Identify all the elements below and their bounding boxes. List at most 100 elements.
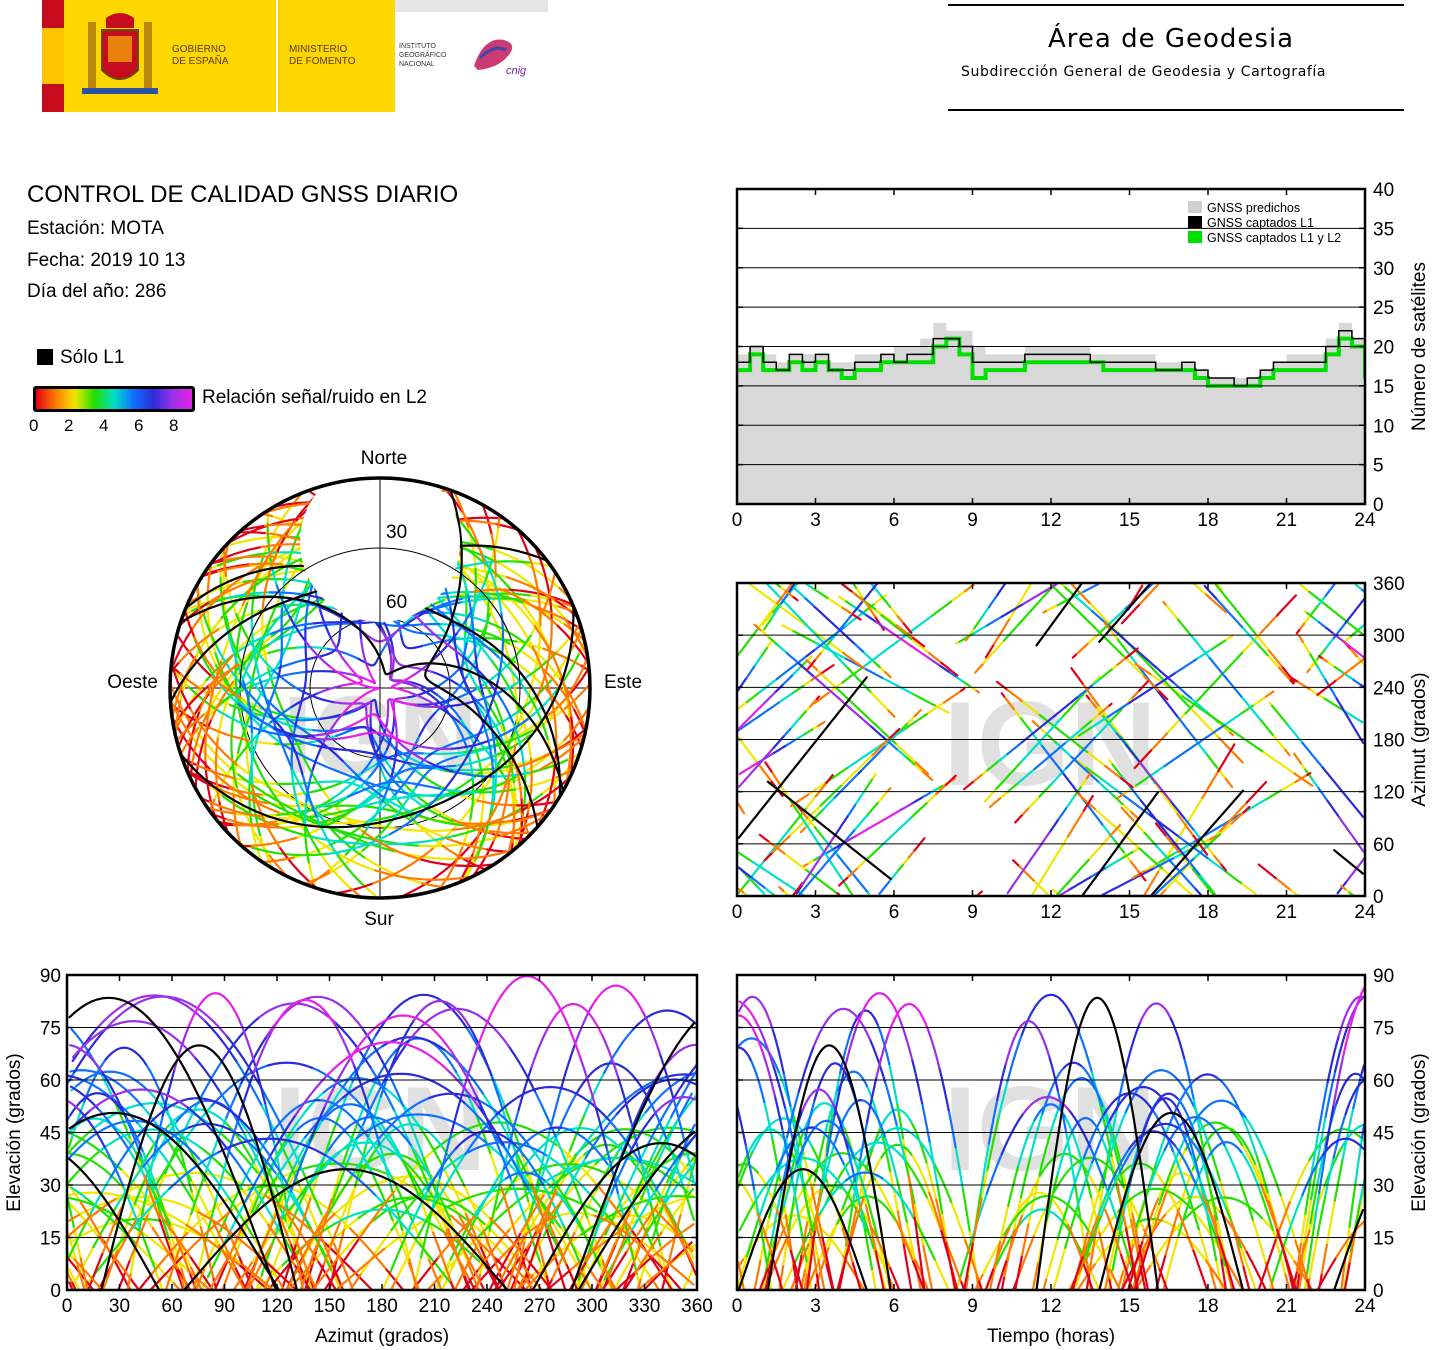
azimuth-vs-time-xtick-label: 15 [1119, 902, 1140, 923]
date-label: Fecha: 2019 10 13 [27, 250, 186, 271]
elaz-track-000 [68, 996, 697, 1290]
elevation-vs-azimuth-xtick-label: 180 [366, 1296, 398, 1317]
header-rule-top [948, 4, 1404, 6]
elevation-vs-time-xtick-label: 0 [732, 1296, 743, 1317]
elevation-vs-time-xtick-label: 18 [1197, 1296, 1218, 1317]
ministerio-logo-panel [278, 0, 395, 112]
elevation-vs-time-ylabel: Elevación (grados) [1409, 1053, 1430, 1211]
skyplot-label-south: Sur [364, 909, 394, 930]
snr-tick-4: 4 [99, 416, 109, 435]
azimuth-vs-time-xtick-label: 3 [810, 902, 821, 923]
count-legend-label: GNSS captados L1 y L2 [1207, 231, 1341, 245]
count-legend-swatch [1188, 216, 1202, 228]
snr-tick-2: 2 [64, 416, 74, 435]
ministerio-logo-text: MINISTERIO DE FOMENTO [289, 44, 356, 67]
elevation-vs-azimuth-ytick-label: 45 [40, 1124, 61, 1145]
elevation-vs-azimuth-ytick-label: 15 [40, 1229, 61, 1250]
snr-label: Relación señal/ruido en L2 [202, 387, 427, 408]
skyplot-track-f2e600 [170, 478, 586, 898]
azimuth-vs-time-ytick-label: 60 [1373, 835, 1394, 856]
elt-track-00e0c8 [748, 1062, 1365, 1242]
azimuth-vs-time-ytick-label: 120 [1373, 783, 1405, 804]
satellite-count-xtick-label: 0 [732, 510, 743, 531]
area-title: Área de Geodesia [1048, 24, 1295, 54]
elt-track-f2e600 [737, 1136, 1365, 1290]
skyplot-track-e620e6 [328, 663, 416, 747]
elevation-vs-time-ytick-label: 0 [1373, 1281, 1384, 1302]
elevation-vs-azimuth-xtick-label: 30 [109, 1296, 130, 1317]
azimuth-vs-time-xtick-label: 0 [732, 902, 743, 923]
azimuth-vs-time-xtick-label: 21 [1276, 902, 1297, 923]
elt-track-e0001a [758, 1216, 1351, 1290]
elevation-vs-azimuth-xlabel: Azimut (grados) [315, 1326, 449, 1347]
doy-label: Día del año: 286 [27, 281, 167, 302]
satellite-count-ylabel: Número de satélites [1409, 262, 1430, 431]
series-gnss-predichos-area [737, 322, 1365, 504]
elevation-vs-azimuth-xtick-label: 270 [524, 1296, 556, 1317]
snr-colorbar [33, 386, 195, 412]
spain-flag-logo [42, 0, 64, 112]
az-track-e0001a [758, 583, 1351, 896]
elevation-vs-azimuth-xtick-label: 330 [629, 1296, 661, 1317]
satellite-count-xtick-label: 18 [1197, 510, 1218, 531]
elevation-vs-azimuth-ytick-label: 60 [40, 1071, 61, 1092]
skyplot-ring-30-top [239, 547, 521, 689]
elt-track-e620e6 [737, 985, 1365, 1058]
satellite-count-xtick-label: 6 [889, 510, 900, 531]
elevation-vs-time-ytick-label: 60 [1373, 1071, 1394, 1092]
azimuth-vs-time-ytick-label: 360 [1373, 574, 1405, 595]
cnig-label: cnig [506, 65, 527, 77]
satellite-count-ytick-label: 25 [1373, 298, 1394, 319]
skyplot-track-2b2bd9 [269, 568, 499, 791]
satellite-count-ytick-label: 20 [1373, 338, 1394, 359]
azimuth-vs-time-xtick-label: 24 [1354, 902, 1376, 923]
gobierno-logo-text: GOBIERNO DE ESPAÑA [172, 44, 229, 67]
elevation-vs-time-xtick-label: 3 [810, 1296, 821, 1317]
elevation-vs-time-xtick-label: 24 [1354, 1296, 1376, 1317]
elevation-vs-azimuth-xtick-label: 60 [161, 1296, 182, 1317]
cnig-logo-icon: cnig [474, 39, 527, 77]
snr-tick-8: 8 [169, 416, 179, 435]
elevation-vs-azimuth-xtick-label: 90 [214, 1296, 235, 1317]
elevation-vs-azimuth-ytick-label: 90 [40, 966, 61, 987]
satellite-count-ytick-label: 10 [1373, 416, 1394, 437]
skyplot-label-east: Este [604, 672, 642, 693]
snr-tick-6: 6 [134, 416, 144, 435]
satellite-count-ytick-label: 30 [1373, 259, 1394, 280]
l1-only-swatch [37, 349, 53, 365]
elevation-vs-azimuth-ytick-label: 0 [50, 1281, 61, 1302]
elevation-vs-azimuth-ytick-label: 30 [40, 1176, 61, 1197]
header-rule-bottom [948, 109, 1404, 111]
azimuth-vs-time-ytick-label: 180 [1373, 731, 1405, 752]
az-track-e620e6 [737, 629, 1365, 837]
elevation-vs-azimuth-ylabel: Elevación (grados) [4, 1053, 25, 1211]
series-gnss-l1-line [737, 330, 1365, 387]
elevation-vs-azimuth-xtick-label: 210 [419, 1296, 451, 1317]
ign-watermark: IGN [943, 677, 1156, 811]
azimuth-vs-time-ytick-label: 300 [1373, 626, 1405, 647]
satellite-count-ytick-label: 5 [1373, 456, 1384, 477]
ign-logo-strip [395, 0, 548, 12]
elevation-vs-time-ytick-label: 45 [1373, 1124, 1394, 1145]
snr-tick-0: 0 [29, 416, 39, 435]
elevation-vs-time-xtick-label: 6 [889, 1296, 900, 1317]
area-subtitle: Subdirección General de Geodesia y Carto… [961, 64, 1327, 80]
satellite-count-ytick-label: 40 [1373, 180, 1394, 201]
elevation-vs-time-ytick-label: 15 [1373, 1229, 1394, 1250]
elevation-vs-azimuth-xtick-label: 300 [576, 1296, 608, 1317]
ign-watermark: IGN [957, 346, 1153, 469]
count-legend-swatch [1188, 231, 1202, 243]
elevation-vs-azimuth-xtick-label: 150 [314, 1296, 346, 1317]
satellite-count-xtick-label: 21 [1276, 510, 1297, 531]
azimuth-vs-time-xtick-label: 9 [967, 902, 978, 923]
azimuth-vs-time-ytick-label: 0 [1373, 887, 1384, 908]
skyplot-horizon [168, 476, 592, 900]
elaz-track-1070ff [67, 1025, 697, 1203]
skyplot-label-west: Oeste [107, 672, 158, 693]
skyplot-label-north: Norte [361, 448, 407, 469]
az-track-000 [737, 583, 1364, 896]
elevation-vs-azimuth-ytick-label: 75 [40, 1019, 61, 1040]
elaz-track-e620e6 [188, 975, 644, 1077]
satellite-count-xtick-label: 3 [810, 510, 821, 531]
